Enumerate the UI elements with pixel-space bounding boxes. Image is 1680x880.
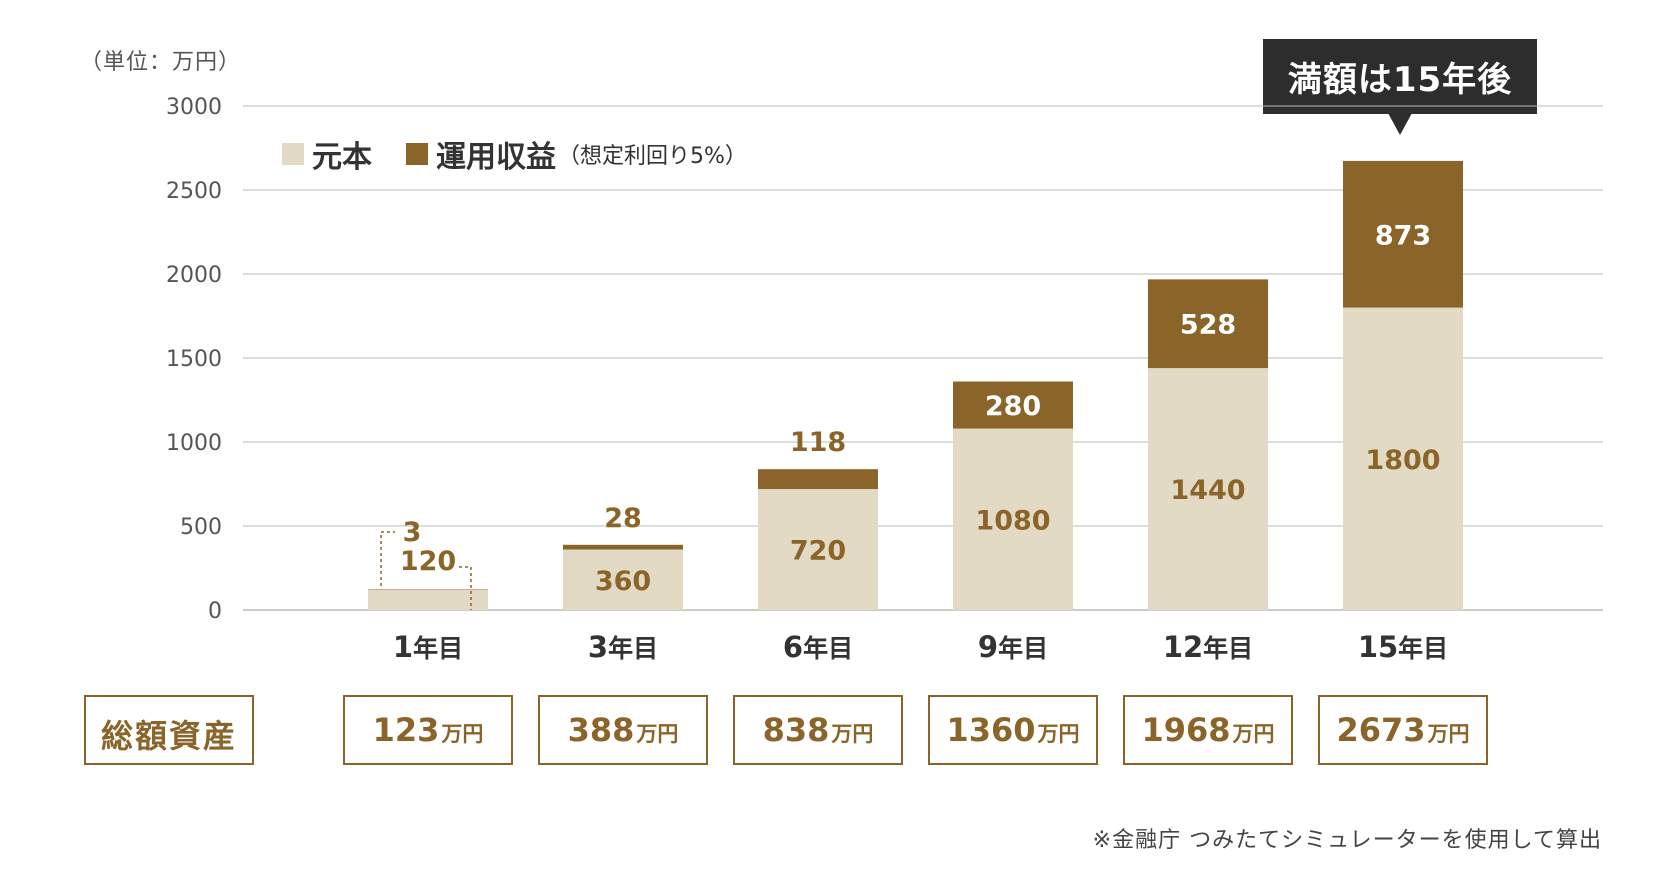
x-tick-label: 15年目 [1358, 630, 1448, 664]
total-asset-unit: 万円 [831, 722, 874, 746]
legend: 元本 運用収益 （想定利回り5%） [282, 132, 773, 176]
total-asset-box: 1968 万円 [1123, 695, 1293, 765]
y-tick-label: 2500 [166, 179, 222, 204]
leader-line-returns [380, 531, 395, 586]
x-tick-label: 12年目 [1163, 630, 1253, 664]
total-asset-value: 838 [762, 711, 830, 749]
y-tick-label: 1500 [166, 347, 222, 372]
data-label-principal: 720 [790, 536, 846, 567]
data-label-principal: 120 [400, 546, 456, 577]
x-tick-label: 6年目 [783, 630, 853, 664]
bar-principal [953, 428, 1073, 610]
legend-item-returns: 運用収益 （想定利回り5%） [406, 132, 747, 176]
bar-principal [758, 489, 878, 610]
totals-label: 総額資産 [100, 717, 237, 755]
bar-returns [368, 589, 488, 590]
totals-label-box: 総額資産 [84, 695, 254, 765]
total-asset-value: 388 [567, 711, 635, 749]
data-label-returns: 873 [1375, 220, 1431, 251]
data-label-returns: 3 [403, 517, 422, 548]
y-tick-label: 500 [180, 515, 222, 540]
data-label-returns: 280 [985, 391, 1041, 422]
legend-item-principal: 元本 [282, 132, 372, 176]
legend-swatch-principal [282, 143, 304, 165]
total-asset-unit: 万円 [1232, 722, 1275, 746]
bar-returns [758, 469, 878, 490]
unit-label: （単位：万円） [80, 50, 242, 75]
total-asset-box: 1360 万円 [928, 695, 1098, 765]
data-label-returns: 528 [1180, 310, 1236, 341]
y-tick-label: 1000 [166, 431, 222, 456]
total-asset-unit: 万円 [441, 722, 484, 746]
bar-returns [953, 381, 1073, 429]
bar-returns [563, 544, 683, 550]
bar-returns [1343, 160, 1463, 308]
y-tick-label: 0 [208, 599, 222, 624]
y-tick-label: 2000 [166, 263, 222, 288]
data-label-returns: 28 [604, 503, 642, 534]
y-tick-label: 3000 [166, 95, 222, 120]
bar-principal [1343, 307, 1463, 610]
legend-note-returns: （想定利回り5%） [558, 144, 747, 169]
legend-label-principal: 元本 [312, 140, 372, 175]
data-label-principal: 360 [595, 566, 651, 597]
total-asset-value: 123 [372, 711, 440, 749]
source-note: ※金融庁 つみたてシミュレーターを使用して算出 [1092, 828, 1602, 853]
data-label-principal: 1440 [1170, 475, 1245, 506]
data-label-principal: 1080 [975, 505, 1050, 536]
callout-pointer [1388, 113, 1412, 135]
maturity-callout: 満額は15年後 [1263, 39, 1537, 114]
total-asset-box: 2673 万円 [1318, 695, 1488, 765]
total-asset-box: 123 万円 [343, 695, 513, 765]
total-asset-box: 838 万円 [733, 695, 903, 765]
bar-principal [563, 549, 683, 610]
total-asset-unit: 万円 [636, 722, 679, 746]
total-asset-unit: 万円 [1427, 722, 1470, 746]
total-asset-value: 1968 [1141, 711, 1231, 749]
data-label-returns: 118 [790, 427, 846, 458]
x-tick-label: 9年目 [978, 630, 1048, 664]
leader-line-principal [459, 566, 472, 610]
bar-principal [368, 589, 488, 610]
total-asset-value: 1360 [946, 711, 1036, 749]
total-asset-unit: 万円 [1037, 722, 1080, 746]
x-tick-label: 1年目 [393, 630, 463, 664]
data-label-principal: 1800 [1365, 445, 1440, 476]
total-asset-box: 388 万円 [538, 695, 708, 765]
total-asset-value: 2673 [1336, 711, 1426, 749]
x-tick-label: 3年目 [588, 630, 658, 664]
legend-swatch-returns [406, 143, 428, 165]
bar-principal [1148, 368, 1268, 610]
legend-label-returns: 運用収益 [436, 140, 556, 175]
bar-returns [1148, 279, 1268, 369]
